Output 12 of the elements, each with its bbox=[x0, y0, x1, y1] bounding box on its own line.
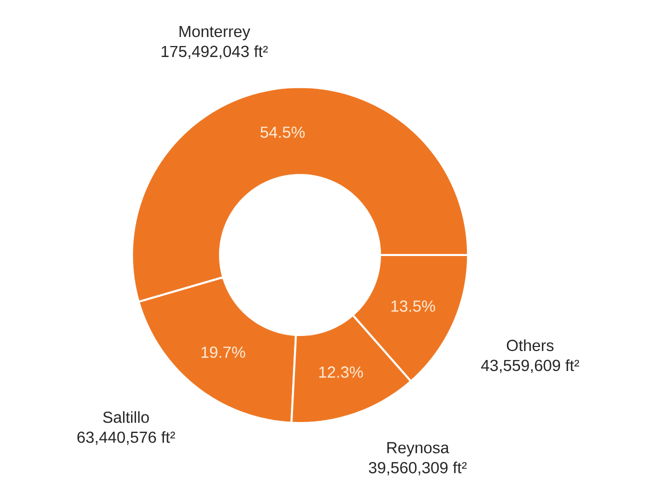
slice-label: Reynosa bbox=[387, 442, 450, 457]
text: 13.5% bbox=[392, 300, 436, 312]
data-label: 63,440,576 ft² bbox=[77, 431, 176, 445]
text: 12.3% bbox=[319, 366, 363, 378]
text: 19.7% bbox=[202, 346, 246, 358]
slice-label: Saltillo bbox=[103, 411, 149, 423]
data-label: 39,560,309 ft² bbox=[368, 462, 467, 476]
data-label: 43,559,609 ft² bbox=[481, 359, 580, 373]
data-label: 175,492,043 ft² bbox=[162, 45, 268, 59]
text: 54.5% bbox=[260, 126, 305, 138]
slice-label: Others bbox=[506, 339, 554, 352]
slice-label: Monterrey bbox=[180, 26, 250, 40]
